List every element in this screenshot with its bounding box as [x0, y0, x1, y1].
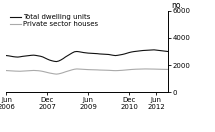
Total dwelling units: [153, 49, 155, 51]
Private sector houses: [112, 70, 114, 71]
Private sector houses: [28, 70, 31, 72]
Total dwelling units: [157, 50, 160, 51]
Private sector houses: [55, 73, 58, 75]
Total dwelling units: [166, 51, 169, 52]
Total dwelling units: [5, 55, 8, 56]
Text: no.: no.: [171, 1, 183, 10]
Private sector houses: [62, 72, 64, 73]
Total dwelling units: [28, 55, 31, 56]
Private sector houses: [157, 68, 160, 70]
Private sector houses: [75, 68, 78, 70]
Private sector houses: [119, 70, 121, 71]
Total dwelling units: [98, 53, 101, 55]
Line: Total dwelling units: Total dwelling units: [6, 50, 168, 62]
Private sector houses: [166, 69, 169, 70]
Legend: Total dwelling units, Private sector houses: Total dwelling units, Private sector hou…: [10, 14, 98, 27]
Line: Private sector houses: Private sector houses: [6, 69, 168, 74]
Total dwelling units: [62, 58, 64, 59]
Private sector houses: [101, 69, 103, 71]
Total dwelling units: [110, 54, 112, 56]
Private sector houses: [5, 70, 8, 71]
Total dwelling units: [55, 61, 58, 62]
Total dwelling units: [117, 55, 119, 56]
